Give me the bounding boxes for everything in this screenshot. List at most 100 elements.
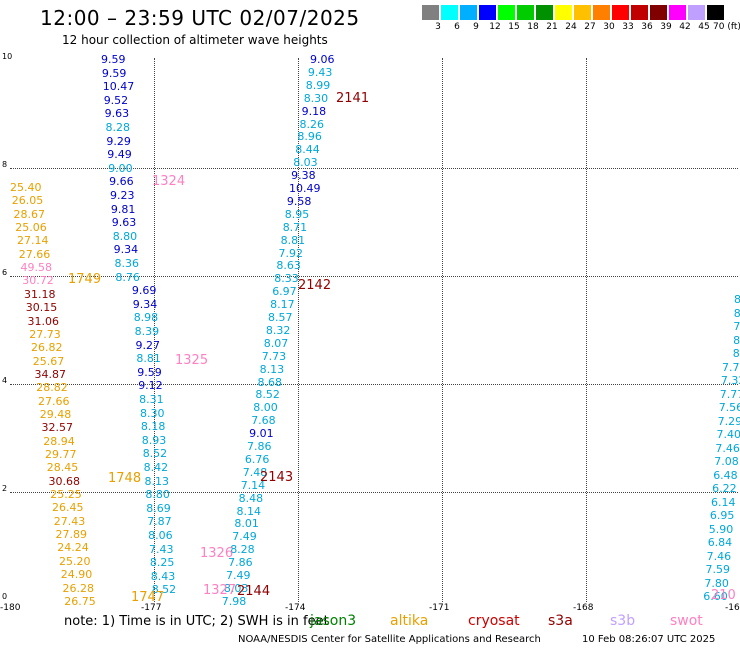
legend-swatch [517,5,534,20]
wave-height-label: 8.25 [149,556,175,570]
wave-height-label: 9.18 [301,104,327,118]
wave-height-label: 7.40 [716,428,740,441]
wave-height-label: 8.52 [255,388,280,402]
legend-swatch [650,5,667,20]
wave-height-label: 8.71 [282,220,308,234]
wave-height-label: 8.32 [265,323,291,337]
wave-height-label: 7.46 [715,441,740,455]
wave-height-label: 9.34 [113,243,139,257]
wave-height-label: 28.94 [43,434,75,448]
x-tick-label: -180 [0,603,21,613]
wave-height-label: 8.43 [150,569,176,583]
wave-height-label: 9.27 [135,338,161,352]
wave-height-label: 8. [733,333,740,347]
wave-height-label: 9.43 [307,65,333,79]
pass-label: 1748 [108,471,142,486]
wave-height-label: 9.59 [137,365,162,379]
wave-height-label: 25.20 [59,554,91,568]
wave-height-label: 7.56 [718,401,740,414]
y-tick-label: 0 [2,592,8,601]
legend-swatch [631,5,648,20]
pass-label: 1325 [175,353,209,368]
y-tick-label: 10 [2,52,13,61]
pass-label: 2141 [336,91,370,106]
wave-height-label: 9.00 [108,161,133,175]
wave-height-label: 8.26 [299,117,325,131]
grid-line-y [10,276,738,277]
legend-label: 21 [546,22,558,32]
wave-height-label: 27.66 [38,394,70,408]
pass-label: 2143 [260,470,294,485]
wave-height-label: 8.52 [151,583,177,597]
legend-swatch [479,5,496,20]
wave-height-label: 9.49 [107,148,132,162]
y-tick-label: 4 [2,376,8,385]
wave-height-label: 7.49 [226,569,251,582]
satellite-legend-swot: swot [670,613,703,629]
y-tick-label: 6 [2,268,8,277]
wave-height-label: 8.42 [143,461,169,474]
wave-height-label: 8. [732,347,740,360]
wave-height-label: 28.45 [46,461,79,475]
wave-height-label: 8.30 [303,91,329,105]
wave-height-label: 7.7 [722,360,740,374]
wave-height-label: 34.87 [34,367,67,381]
wave-height-label: 8.13 [259,362,285,376]
wave-height-label: 6.22 [712,482,737,495]
legend-swatch [555,5,572,20]
wave-height-label: 9.29 [106,134,131,148]
satellite-legend-altika: altika [390,613,429,629]
wave-height-label: 6.84 [707,536,733,549]
legend-swatch [460,5,477,20]
wave-height-label: 30.15 [25,301,58,315]
legend-swatch [422,5,439,20]
footer-timestamp: 10 Feb 08:26:07 UTC 2025 [582,634,716,645]
wave-height-label: 8.95 [284,207,310,221]
map-title: 12:00 – 23:59 UTC 02/07/2025 [40,6,360,30]
grid-line-y [10,168,738,169]
legend-label: 18 [527,22,539,32]
wave-height-label: 25.06 [15,221,47,235]
grid-line-x [298,58,299,602]
wave-height-label: 30.68 [48,474,81,488]
x-tick-label: -174 [285,603,306,613]
wave-height-label: 8.81 [136,352,161,366]
grid-line-x [442,58,443,602]
legend-label: 9 [473,22,479,32]
legend-swatch [498,5,515,20]
wave-height-label: 8.01 [234,517,259,531]
legend-label: 42 [679,22,691,32]
wave-height-label: 7.59 [705,563,731,576]
grid-line-y [10,492,738,493]
wave-height-label: 24.90 [60,568,93,582]
wave-height-label: 8.14 [236,504,262,518]
wave-height-label: 7.32 [720,374,740,387]
wave-height-label: 8.98 [133,311,159,325]
wave-height-label: 27.14 [17,234,49,248]
legend-swatch [612,5,629,20]
wave-height-label: 8.03 [223,581,249,595]
pass-label: 1327 [203,583,237,598]
wave-height-label: 26.28 [62,581,95,595]
wave-height-label: 26.05 [11,194,44,208]
wave-height-label: 7.98 [221,594,247,608]
pass-label: 2144 [237,584,271,599]
wave-height-label: 8.69 [146,501,171,515]
wave-height-label: 7.77 [719,387,740,401]
legend-label: 33 [622,22,634,32]
legend-label: 12 [489,22,501,32]
wave-height-label: 9.23 [110,189,135,202]
legend-label: 45 [698,22,710,32]
pass-label: 2142 [298,278,332,293]
wave-height-label: 7.14 [240,478,266,492]
legend-label: 15 [508,22,520,32]
wave-height-label: 8.76 [115,270,140,284]
wave-height-label: 27.73 [29,327,61,341]
wave-height-label: 10.49 [289,182,321,195]
pass-label: 210 [711,588,736,603]
wave-height-label: 31.06 [27,314,60,328]
x-tick-label: -177 [141,603,162,613]
legend-label: 39 [660,22,672,32]
units-note: note: 1) Time is in UTC; 2) SWH is in fe… [64,614,329,629]
x-tick-label: -16 [725,603,740,613]
